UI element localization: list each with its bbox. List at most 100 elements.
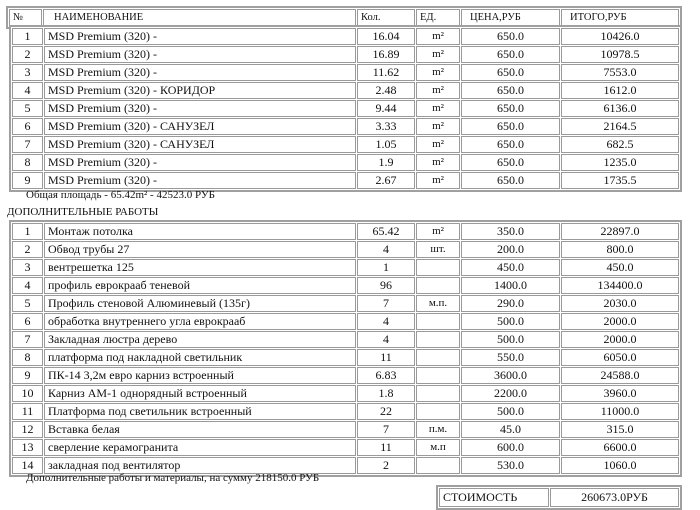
- quantity: 2.67: [357, 172, 415, 189]
- cost-value: 260673.0РУБ: [550, 488, 679, 507]
- unit: m²: [416, 82, 460, 99]
- price: 650.0: [461, 154, 560, 171]
- unit: м.п: [416, 439, 460, 456]
- unit: m²: [416, 46, 460, 63]
- quantity: 96: [357, 277, 415, 294]
- total: 3960.0: [561, 385, 679, 402]
- row-number: 2: [12, 46, 43, 63]
- quantity: 16.89: [357, 46, 415, 63]
- item-name: MSD Premium (320) - САНУЗЕЛ: [44, 118, 356, 135]
- item-name: Платформа под светильник встроенный: [44, 403, 356, 420]
- table-row: 3 вентрешетка 125 1 450.0 450.0: [12, 259, 679, 276]
- price: 650.0: [461, 64, 560, 81]
- quantity: 11: [357, 349, 415, 366]
- cost-table: СТОИМОСТЬ 260673.0РУБ: [436, 485, 682, 510]
- quantity: 1.8: [357, 385, 415, 402]
- row-number: 3: [12, 259, 43, 276]
- header-total: ИТОГО,РУБ: [561, 9, 679, 26]
- table-row: 11 Платформа под светильник встроенный 22 5…: [12, 403, 679, 420]
- unit: m²: [416, 64, 460, 81]
- unit: [416, 331, 460, 348]
- item-name: Вставка белая: [44, 421, 356, 438]
- table-row: 1 MSD Premium (320) -16.04 m² 650.0 10426.0: [12, 28, 679, 45]
- price: 600.0: [461, 439, 560, 456]
- price: 2200.0: [461, 385, 560, 402]
- quantity: 7: [357, 295, 415, 312]
- row-number: 4: [12, 82, 43, 99]
- quantity: 2.48: [357, 82, 415, 99]
- item-name: MSD Premium (320) -: [44, 28, 356, 45]
- total: 800.0: [561, 241, 679, 258]
- total: 2000.0: [561, 313, 679, 330]
- table-row: 1 Монтаж потолка 65.42 m² 350.0 22897.0: [12, 223, 679, 240]
- price: 650.0: [461, 100, 560, 117]
- table-row: 5 MSD Premium (320) -9.44 m² 650.0 6136.0: [12, 100, 679, 117]
- item-name: ПК-14 3,2м евро карниз встроенный: [44, 367, 356, 384]
- header-qty: Кол.: [357, 9, 415, 26]
- row-number: 4: [12, 277, 43, 294]
- row-number: 1: [12, 28, 43, 45]
- table-row: 12 Вставка белая 7 п.м. 45.0 315.0: [12, 421, 679, 438]
- extra-works-title: ДОПОЛНИТЕЛЬНЫЕ РАБОТЫ: [7, 206, 159, 218]
- row-number: 11: [12, 403, 43, 420]
- price: 650.0: [461, 46, 560, 63]
- quantity: 9.44: [357, 100, 415, 117]
- unit: [416, 349, 460, 366]
- item-name: MSD Premium (320) -: [44, 46, 356, 63]
- total: 6136.0: [561, 100, 679, 117]
- unit: m²: [416, 136, 460, 153]
- row-number: 8: [12, 154, 43, 171]
- total: 22897.0: [561, 223, 679, 240]
- price: 650.0: [461, 82, 560, 99]
- cost-row: СТОИМОСТЬ 260673.0РУБ: [439, 488, 679, 507]
- price: 500.0: [461, 331, 560, 348]
- price: 450.0: [461, 259, 560, 276]
- row-number: 8: [12, 349, 43, 366]
- total: 1235.0: [561, 154, 679, 171]
- row-number: 6: [12, 313, 43, 330]
- table-row: 4 профиль еврокрааб теневой 96 1400.0 134400…: [12, 277, 679, 294]
- price: 290.0: [461, 295, 560, 312]
- price: 650.0: [461, 136, 560, 153]
- item-name: MSD Premium (320) -: [44, 100, 356, 117]
- item-name: MSD Premium (320) -: [44, 154, 356, 171]
- price: 3600.0: [461, 367, 560, 384]
- quantity: 11: [357, 439, 415, 456]
- item-name: Обвод трубы 27: [44, 241, 356, 258]
- item-name: MSD Premium (320) - САНУЗЕЛ: [44, 136, 356, 153]
- unit: [416, 277, 460, 294]
- row-number: 6: [12, 118, 43, 135]
- table-row: 9 MSD Premium (320) -2.67 m² 650.0 1735.5: [12, 172, 679, 189]
- item-name: Монтаж потолка: [44, 223, 356, 240]
- total: 10426.0: [561, 28, 679, 45]
- unit: m²: [416, 118, 460, 135]
- header-num: №: [9, 9, 42, 26]
- row-number: 7: [12, 331, 43, 348]
- unit: [416, 367, 460, 384]
- table-row: 3 MSD Premium (320) -11.62 m² 650.0 7553.0: [12, 64, 679, 81]
- quantity: 2: [357, 457, 415, 474]
- table-row: 6 обработка внутреннего угла еврокрааб 4 50…: [12, 313, 679, 330]
- row-number: 9: [12, 172, 43, 189]
- total: 11000.0: [561, 403, 679, 420]
- item-name: Карниз АМ-1 однорядный встроенный: [44, 385, 356, 402]
- quantity: 11.62: [357, 64, 415, 81]
- total: 2000.0: [561, 331, 679, 348]
- price: 350.0: [461, 223, 560, 240]
- cost-label: СТОИМОСТЬ: [439, 488, 549, 507]
- price: 500.0: [461, 403, 560, 420]
- unit: [416, 403, 460, 420]
- item-name: MSD Premium (320) - КОРИДОР: [44, 82, 356, 99]
- extras-summary: Дополнительные работы и материалы, на су…: [26, 472, 320, 484]
- unit: m²: [416, 28, 460, 45]
- item-name: Закладная люстра дерево: [44, 331, 356, 348]
- quantity: 65.42: [357, 223, 415, 240]
- row-number: 13: [12, 439, 43, 456]
- total: 682.5: [561, 136, 679, 153]
- row-number: 2: [12, 241, 43, 258]
- item-name: Профиль стеновой Алюминевый (135г): [44, 295, 356, 312]
- unit: [416, 457, 460, 474]
- unit: [416, 313, 460, 330]
- unit: [416, 385, 460, 402]
- total: 2030.0: [561, 295, 679, 312]
